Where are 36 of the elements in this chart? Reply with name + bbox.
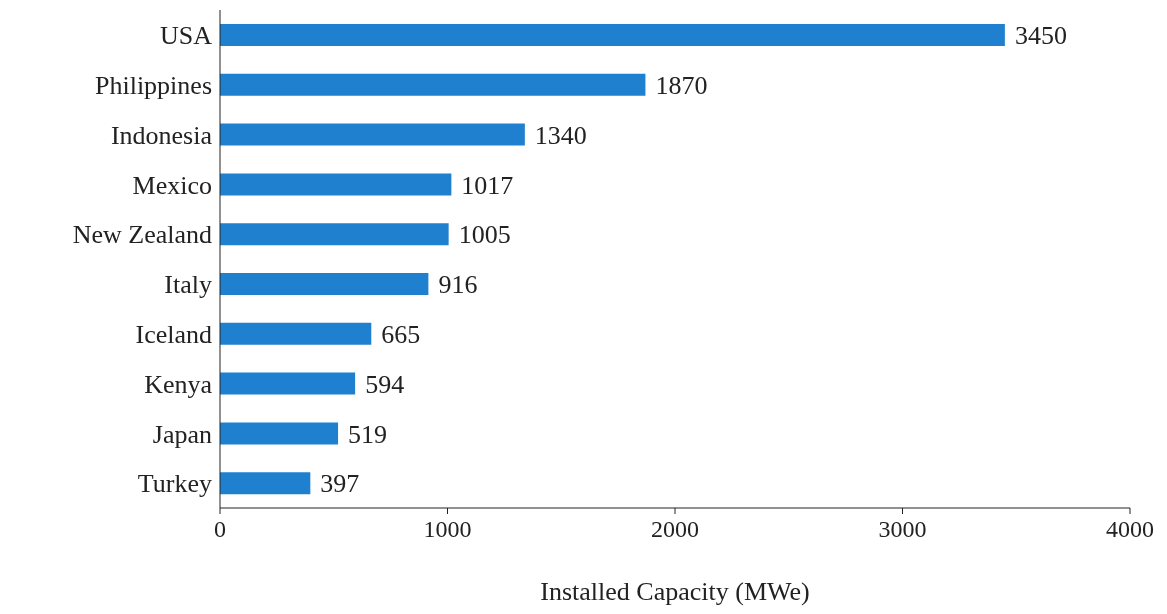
x-tick-label: 4000 [1106,516,1154,543]
y-tick-label: New Zealand [72,220,212,250]
data-label: 916 [438,270,478,300]
data-label: 519 [348,419,388,449]
data-label: 594 [365,369,405,399]
y-tick-label: Kenya [144,369,213,399]
bar [220,24,1005,46]
y-tick-label: Italy [164,270,212,300]
y-tick-label: Philippines [94,70,212,100]
y-tick-label: Iceland [135,319,212,349]
bar [220,173,452,196]
bar [220,273,429,295]
data-label: 1340 [534,120,587,150]
bar [220,123,525,146]
x-axis-title: Installed Capacity (MWe) [540,577,810,606]
data-label: 1005 [458,220,511,250]
y-tick-label: Japan [152,419,212,449]
data-label: 1017 [461,170,514,200]
y-tick-label: USA [159,21,213,51]
data-label: 397 [320,469,360,499]
x-tick-label: 1000 [423,516,472,543]
data-label: 3450 [1014,21,1067,51]
bar [220,472,311,495]
y-tick-label: Indonesia [110,120,213,150]
x-tick-label: 0 [214,516,226,543]
y-tick-label: Turkey [137,469,212,499]
data-label: 1870 [655,71,708,101]
bar [220,322,372,345]
bar [220,223,449,246]
bar [220,372,356,395]
x-tick-label: 2000 [651,516,699,543]
bar [220,422,339,445]
x-tick-label: 3000 [878,516,927,543]
y-tick-label: Mexico [132,170,212,200]
bar [220,73,646,96]
data-label: 665 [381,320,421,350]
